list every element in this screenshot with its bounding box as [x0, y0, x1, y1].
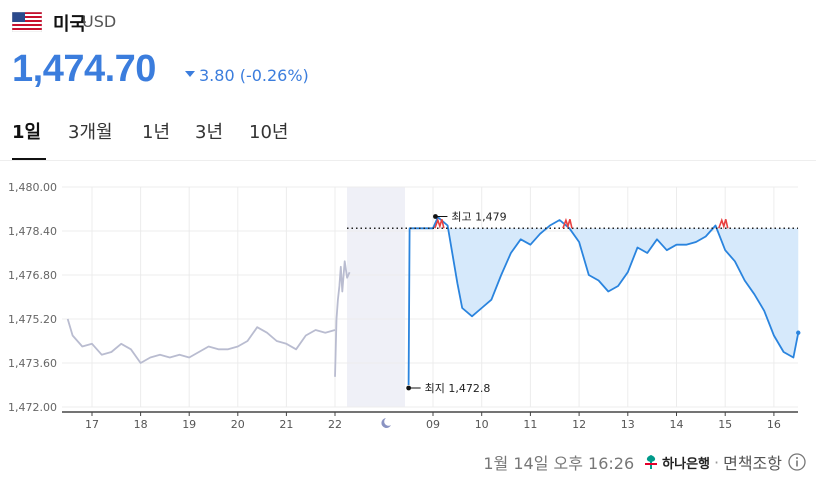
y-tick-label: 1,480.00 — [8, 181, 57, 194]
x-tick-label: 11 — [523, 418, 537, 431]
x-tick-label: 12 — [572, 418, 586, 431]
previous-session-line — [334, 260, 351, 377]
tab-divider — [0, 160, 816, 161]
us-flag-icon — [12, 12, 42, 32]
x-tick-label: 18 — [134, 418, 148, 431]
x-tick-label: 22 — [328, 418, 342, 431]
x-tick-label: 09 — [426, 418, 440, 431]
below-reference-fill — [409, 228, 799, 358]
y-tick-label: 1,478.40 — [8, 225, 57, 238]
exchange-rate-chart[interactable]: 1,480.00 1,478.40 1,476.80 1,475.20 1,473.60… — [0, 0, 816, 440]
moon-icon — [381, 418, 391, 428]
x-tick-label: 10 — [475, 418, 489, 431]
timestamp: 1월 14일 오후 16:26 — [483, 454, 635, 473]
y-tick-label: 1,473.60 — [8, 357, 57, 370]
x-tick-label: 15 — [718, 418, 732, 431]
country-name: 미국 — [53, 14, 87, 35]
high-marker — [434, 217, 445, 229]
separator-dot: · — [714, 452, 720, 472]
x-tick-label: 19 — [182, 418, 196, 431]
down-triangle-icon — [185, 71, 195, 77]
high-marker — [718, 217, 729, 229]
info-icon[interactable] — [788, 453, 806, 471]
y-tick-label: 1,476.80 — [8, 269, 57, 282]
y-tick-label: 1,475.20 — [8, 313, 57, 326]
currency-code: USD — [82, 12, 117, 31]
hana-leaf-icon — [645, 455, 658, 469]
tab-10y[interactable]: 10년 — [249, 122, 289, 143]
high-label: 최고 1,479 — [451, 211, 506, 224]
current-session-line — [407, 216, 800, 386]
hana-bank-logo[interactable]: 하나은행 — [642, 453, 710, 472]
high-marker — [562, 217, 573, 229]
tab-3y[interactable]: 3년 — [195, 122, 224, 143]
tab-1d[interactable]: 1일 — [12, 122, 42, 143]
x-tick-label: 20 — [231, 418, 245, 431]
x-tick-label: 14 — [670, 418, 684, 431]
tab-1y[interactable]: 1년 — [142, 122, 171, 143]
exchange-rate: 1,474.70 — [12, 48, 156, 90]
disclaimer-link[interactable]: 면책조항 — [723, 454, 782, 473]
night-session-band — [347, 187, 405, 407]
tab-3m[interactable]: 3개월 — [68, 122, 113, 143]
x-tick-label: 21 — [279, 418, 293, 431]
latest-point-dot — [796, 330, 801, 335]
active-tab-indicator — [12, 158, 46, 160]
low-label: 최지 1,472.8 — [425, 382, 491, 395]
y-tick-label: 1,472.00 — [8, 401, 57, 414]
x-tick-label: 16 — [767, 418, 781, 431]
rate-change: 3.80 (-0.26%) — [199, 66, 309, 85]
x-tick-label: 17 — [85, 418, 99, 431]
bank-name: 하나은행 — [662, 456, 711, 472]
x-tick-label: 13 — [621, 418, 635, 431]
footer: 1월 14일 오후 16:26 하나은행 · 면책조항 — [483, 451, 806, 473]
previous-session-line — [66, 318, 336, 364]
